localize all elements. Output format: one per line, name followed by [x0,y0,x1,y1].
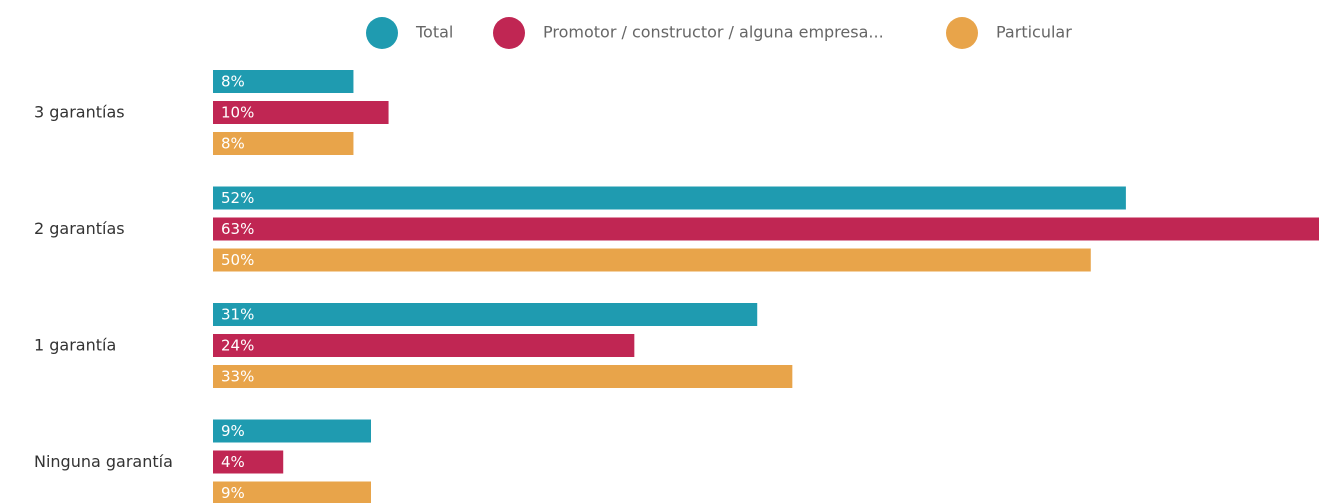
value-label: 4% [221,453,245,471]
bar [213,101,389,124]
bar [213,70,354,93]
category-label: 2 garantías [34,219,125,238]
category-label: 3 garantías [34,103,125,122]
bar [213,248,1091,272]
value-label: 8% [221,135,245,153]
value-label: 31% [221,306,254,324]
bar [213,303,758,326]
bar [213,365,793,388]
value-label: 52% [221,189,254,207]
category-label: Ninguna garantía [34,452,173,471]
value-label: 10% [221,104,254,122]
bar [213,334,635,357]
value-label: 9% [221,484,245,502]
value-label: 63% [221,220,254,238]
value-label: 8% [221,73,245,91]
value-label: 9% [221,422,245,440]
bar [213,186,1126,210]
bar [213,217,1319,241]
category-label: 1 garantía [34,336,116,355]
bar [213,450,284,474]
value-label: 50% [221,251,254,269]
bar [213,481,371,503]
legend-swatch [946,17,978,49]
bar [213,419,371,443]
legend-label: Particular [996,23,1072,42]
value-label: 33% [221,368,254,386]
legend-swatch [493,17,525,49]
legend-label: Promotor / constructor / alguna empresa.… [543,23,884,42]
value-label: 24% [221,337,254,355]
legend-swatch [366,17,398,49]
legend-label: Total [415,23,453,42]
bar [213,132,354,155]
